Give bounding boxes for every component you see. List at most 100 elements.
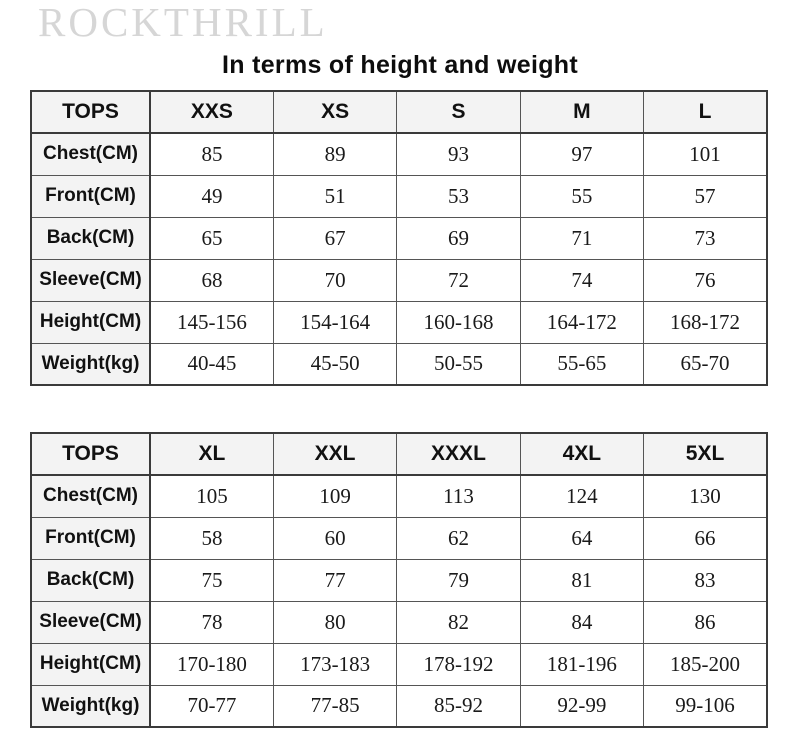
data-cell: 181-196 [519, 642, 645, 686]
table-body: Chest(CM) 105 109 113 124 130 Front(CM) 58 60 62 6… [30, 474, 768, 728]
data-cell: 160-168 [396, 300, 521, 344]
table-row: Sleeve(CM) 78 80 82 84 86 [30, 600, 768, 644]
size-table: TOPS XXS XS S M L Chest(CM) 85 89 93 97 101 Front(CM… [30, 90, 768, 386]
table-row: Front(CM) 58 60 62 64 66 [30, 516, 768, 560]
table-row: Chest(CM) 105 109 113 124 130 [30, 474, 768, 518]
data-cell: 173-183 [272, 642, 398, 686]
size-header-cell: XS [272, 90, 398, 134]
data-cell: 85-92 [396, 684, 521, 728]
table-row: Weight(kg) 40-45 45-50 50-55 55-65 65-70 [30, 342, 768, 386]
data-cell: 77-85 [272, 684, 398, 728]
data-cell: 185-200 [643, 642, 768, 686]
table-row: Back(CM) 65 67 69 71 73 [30, 216, 768, 260]
data-cell: 92-99 [519, 684, 645, 728]
data-cell: 64 [519, 516, 645, 560]
data-cell: 83 [643, 558, 768, 602]
data-cell: 84 [519, 600, 645, 644]
data-cell: 76 [643, 258, 768, 302]
table-body: Chest(CM) 85 89 93 97 101 Front(CM) 49 51 53 55 57 B… [30, 132, 768, 386]
brand-logo: ROCKTHRILL [38, 0, 328, 45]
data-cell: 79 [396, 558, 521, 602]
row-label: Chest(CM) [30, 474, 151, 518]
table-row: Chest(CM) 85 89 93 97 101 [30, 132, 768, 176]
data-cell: 86 [643, 600, 768, 644]
size-header-cell: XXXL [396, 432, 521, 476]
row-label: Front(CM) [30, 516, 151, 560]
row-label: Back(CM) [30, 216, 151, 260]
data-cell: 124 [519, 474, 645, 518]
size-header-cell: S [396, 90, 521, 134]
size-header-cell: XXL [272, 432, 398, 476]
data-cell: 81 [519, 558, 645, 602]
size-table-large-sizes: TOPS XL XXL XXXL 4XL 5XL Chest(CM) 105 109 113 124… [30, 432, 768, 728]
data-cell: 50-55 [396, 342, 521, 386]
size-header-cell: XL [149, 432, 274, 476]
size-header-cell: M [519, 90, 645, 134]
row-label: Height(CM) [30, 642, 151, 686]
data-cell: 105 [149, 474, 274, 518]
data-cell: 75 [149, 558, 274, 602]
data-cell: 67 [272, 216, 398, 260]
data-cell: 154-164 [272, 300, 398, 344]
size-header-cell: L [643, 90, 768, 134]
data-cell: 40-45 [149, 342, 274, 386]
table-row: Back(CM) 75 77 79 81 83 [30, 558, 768, 602]
data-cell: 70-77 [149, 684, 274, 728]
table-row: Weight(kg) 70-77 77-85 85-92 92-99 99-106 [30, 684, 768, 728]
page-title: In terms of height and weight [222, 51, 578, 79]
data-cell: 78 [149, 600, 274, 644]
row-label: Sleeve(CM) [30, 258, 151, 302]
row-label: Height(CM) [30, 300, 151, 344]
size-header-cell: 4XL [519, 432, 645, 476]
data-cell: 53 [396, 174, 521, 218]
data-cell: 65 [149, 216, 274, 260]
data-cell: 130 [643, 474, 768, 518]
data-cell: 55-65 [519, 342, 645, 386]
data-cell: 85 [149, 132, 274, 176]
table-row: Front(CM) 49 51 53 55 57 [30, 174, 768, 218]
size-table-small-sizes: TOPS XXS XS S M L Chest(CM) 85 89 93 97 101 Front(CM… [30, 90, 768, 386]
data-cell: 58 [149, 516, 274, 560]
row-label: Sleeve(CM) [30, 600, 151, 644]
data-cell: 69 [396, 216, 521, 260]
data-cell: 82 [396, 600, 521, 644]
table-header-row: TOPS XXS XS S M L [30, 90, 768, 134]
data-cell: 77 [272, 558, 398, 602]
size-header-cell: XXS [149, 90, 274, 134]
corner-header-cell: TOPS [30, 90, 151, 134]
data-cell: 60 [272, 516, 398, 560]
data-cell: 113 [396, 474, 521, 518]
corner-header-cell: TOPS [30, 432, 151, 476]
table-header-row: TOPS XL XXL XXXL 4XL 5XL [30, 432, 768, 476]
data-cell: 70 [272, 258, 398, 302]
data-cell: 66 [643, 516, 768, 560]
data-cell: 45-50 [272, 342, 398, 386]
data-cell: 65-70 [643, 342, 768, 386]
table-row: Height(CM) 145-156 154-164 160-168 164-172 16… [30, 300, 768, 344]
data-cell: 80 [272, 600, 398, 644]
data-cell: 93 [396, 132, 521, 176]
data-cell: 89 [272, 132, 398, 176]
data-cell: 99-106 [643, 684, 768, 728]
data-cell: 168-172 [643, 300, 768, 344]
data-cell: 145-156 [149, 300, 274, 344]
data-cell: 73 [643, 216, 768, 260]
size-header-cell: 5XL [643, 432, 768, 476]
table-head: TOPS XXS XS S M L [30, 90, 768, 134]
data-cell: 57 [643, 174, 768, 218]
row-label: Back(CM) [30, 558, 151, 602]
table-head: TOPS XL XXL XXXL 4XL 5XL [30, 432, 768, 476]
size-table: TOPS XL XXL XXXL 4XL 5XL Chest(CM) 105 109 113 124… [30, 432, 768, 728]
data-cell: 68 [149, 258, 274, 302]
data-cell: 49 [149, 174, 274, 218]
data-cell: 170-180 [149, 642, 274, 686]
data-cell: 72 [396, 258, 521, 302]
data-cell: 178-192 [396, 642, 521, 686]
data-cell: 74 [519, 258, 645, 302]
data-cell: 164-172 [519, 300, 645, 344]
data-cell: 55 [519, 174, 645, 218]
row-label: Weight(kg) [30, 684, 151, 728]
data-cell: 71 [519, 216, 645, 260]
data-cell: 51 [272, 174, 398, 218]
table-row: Sleeve(CM) 68 70 72 74 76 [30, 258, 768, 302]
